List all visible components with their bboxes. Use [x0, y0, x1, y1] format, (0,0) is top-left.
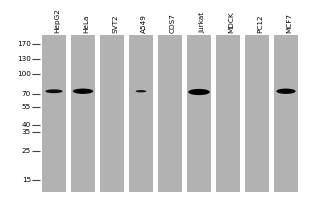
Ellipse shape	[188, 89, 210, 95]
Text: SVT2: SVT2	[112, 14, 118, 33]
Text: 100: 100	[17, 71, 31, 77]
Text: Jurkat: Jurkat	[199, 12, 205, 33]
Ellipse shape	[73, 89, 93, 94]
Text: 40: 40	[22, 122, 31, 128]
Ellipse shape	[45, 89, 63, 93]
Text: MCF7: MCF7	[286, 13, 292, 33]
Bar	[129, 35, 153, 192]
Text: 25: 25	[22, 148, 31, 154]
Bar	[274, 35, 298, 192]
Text: 15: 15	[22, 177, 31, 183]
Bar	[187, 35, 211, 192]
Text: A549: A549	[141, 14, 147, 33]
Bar	[158, 35, 182, 192]
Text: 170: 170	[17, 41, 31, 47]
Text: HeLa: HeLa	[83, 15, 89, 33]
Text: 130: 130	[17, 56, 31, 62]
Text: 55: 55	[22, 104, 31, 110]
Bar	[42, 35, 66, 192]
Text: HepG2: HepG2	[54, 8, 60, 33]
Text: COS7: COS7	[170, 13, 176, 33]
Bar	[216, 35, 240, 192]
Ellipse shape	[136, 90, 146, 92]
Text: 35: 35	[22, 129, 31, 135]
Text: 70: 70	[22, 91, 31, 97]
Bar	[245, 35, 269, 192]
Bar	[100, 35, 124, 192]
Bar	[71, 35, 95, 192]
Text: PC12: PC12	[257, 14, 263, 33]
Text: MDCK: MDCK	[228, 11, 234, 33]
Ellipse shape	[276, 89, 295, 94]
